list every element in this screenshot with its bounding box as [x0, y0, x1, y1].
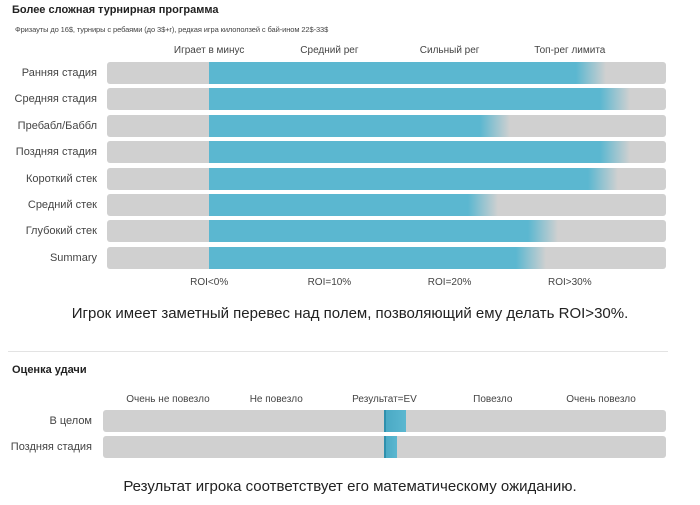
ev-line [383, 410, 386, 432]
roi-bar [209, 141, 630, 164]
row-label: Средняя стадия [14, 93, 97, 106]
row-label: Поздняя стадия [15, 146, 97, 159]
top-tick-label: Не повезло [249, 394, 303, 405]
top-tick-label: Очень повезло [566, 394, 636, 405]
row-label: Поздняя стадия [10, 441, 92, 453]
bar-track [107, 246, 666, 269]
row-label: Summary [49, 251, 97, 264]
roi-bar [209, 62, 606, 84]
roi-bar [209, 114, 510, 137]
row-label: В целом [49, 415, 92, 427]
bottom-tick-label: ROI<0% [190, 277, 229, 289]
top-tick-label: Сильный рег [419, 45, 480, 56]
bar-track [107, 114, 666, 137]
roi-bar [209, 246, 546, 269]
roi-caption: Игрок имеет заметный перевес над полем, … [71, 305, 629, 322]
bar-track [107, 141, 666, 164]
bottom-tick-label: ROI>30% [547, 277, 592, 289]
roi-bar [209, 167, 618, 190]
bottom-tick-label: ROI=20% [427, 277, 472, 289]
luck-bar [384, 436, 398, 458]
top-tick-label: Повезло [473, 394, 513, 405]
bar-track [107, 194, 666, 216]
section-subtitle: Фризауты до 16$, турниры с ребаями (до 3… [15, 25, 329, 34]
section-title-luck: Оценка удачи [12, 364, 87, 376]
bottom-tick-label: ROI=10% [307, 277, 352, 289]
row-label: Средний стек [27, 199, 97, 211]
row-label: Короткий стек [25, 172, 97, 185]
luck-bar [384, 410, 407, 432]
top-tick-label: Играет в минус [173, 45, 245, 56]
section-divider [8, 351, 668, 352]
section-title-program: Более сложная турнирная программа [12, 4, 219, 16]
top-tick-label: Средний рег [300, 45, 359, 56]
top-tick-label: Результат=EV [352, 394, 417, 405]
bar-track [107, 220, 666, 243]
luck-caption: Результат игрока соответствует его матем… [123, 478, 577, 495]
bar-track [103, 436, 666, 458]
bar-track [107, 62, 666, 84]
row-label: Ранняя стадия [21, 67, 97, 79]
bar-track [107, 88, 666, 111]
row-label: Глубокий стек [25, 225, 97, 238]
roi-bar [209, 220, 558, 243]
roi-bar [209, 194, 498, 216]
bar-track [107, 167, 666, 190]
row-label: Пребабл/Баббл [17, 119, 97, 132]
top-tick-label: Очень не повезло [126, 394, 210, 405]
top-tick-label: Топ-рег лимита [534, 45, 606, 56]
bar-track [103, 410, 666, 432]
ev-line [383, 436, 386, 458]
roi-bar [209, 88, 630, 111]
